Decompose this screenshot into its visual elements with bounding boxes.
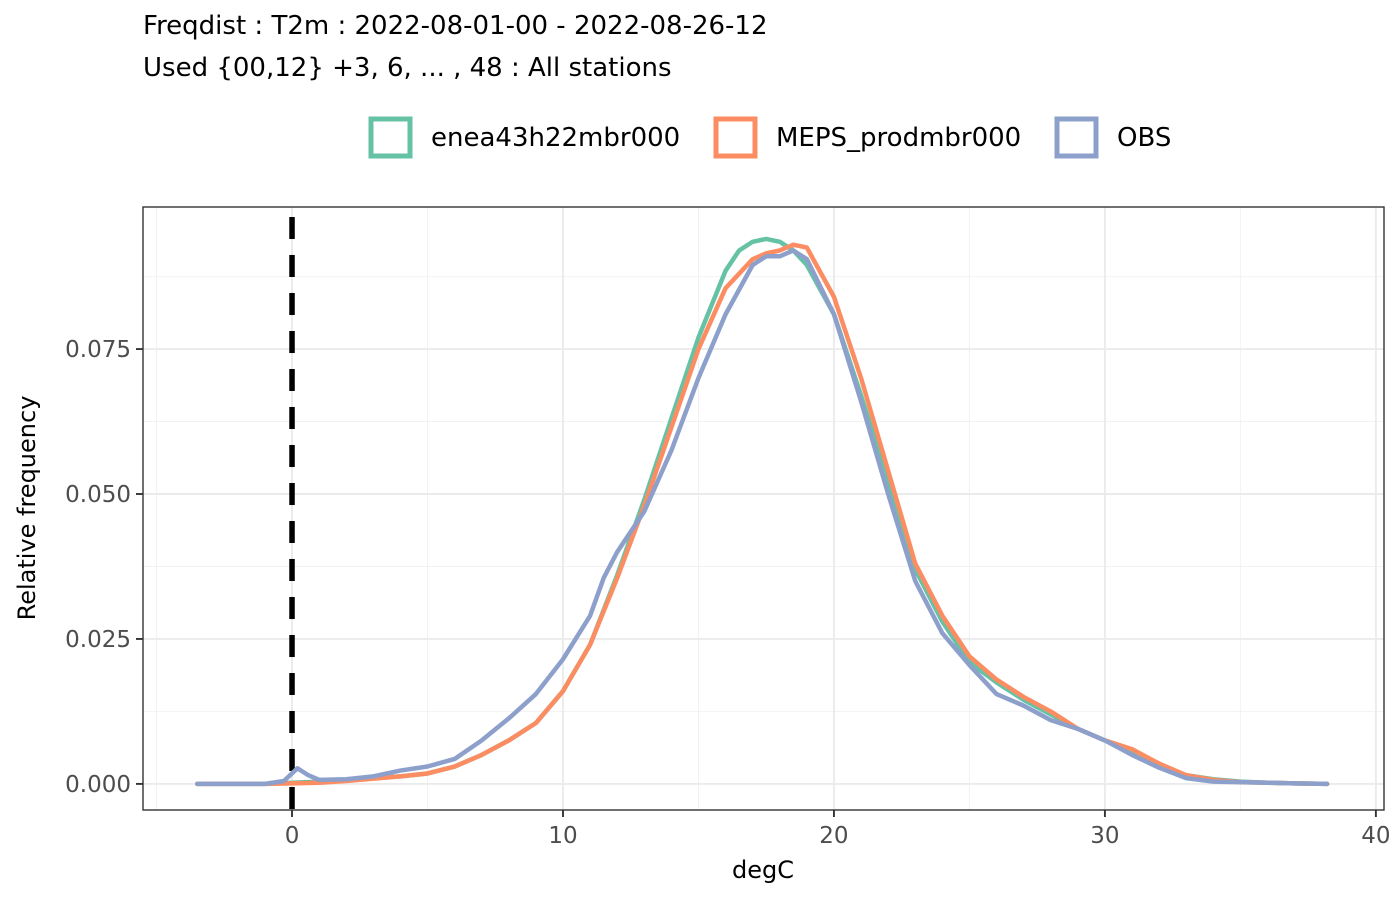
x-tick-label: 40 (1361, 823, 1390, 849)
chart-title: Freqdist : T2m : 2022-08-01-00 - 2022-08… (143, 11, 768, 41)
y-axis-label: Relative frequency (13, 396, 41, 621)
legend-item-2: OBS (1054, 116, 1171, 159)
series-layer (194, 236, 1330, 787)
legend-label: enea43h22mbr000 (431, 123, 680, 153)
legend-key (713, 116, 758, 159)
x-tick-label: 10 (548, 823, 577, 849)
series-line-0 (194, 236, 1330, 787)
legend-key (368, 116, 413, 159)
x-tick-label: 20 (819, 823, 848, 849)
plot-panel-border (142, 206, 1385, 811)
y-tick-label: 0.075 (65, 337, 131, 363)
y-tick-label: 0.050 (65, 482, 131, 508)
legend-item-0: enea43h22mbr000 (368, 116, 680, 159)
y-tick-label: 0.000 (65, 772, 131, 798)
x-tick-label: 30 (1090, 823, 1119, 849)
series-line-2 (194, 248, 1330, 787)
series-line-1 (194, 242, 1330, 787)
legend-label: OBS (1117, 123, 1171, 153)
x-tick-label: 0 (285, 823, 300, 849)
legend: enea43h22mbr000 MEPS_prodmbr000 OBS (368, 116, 1171, 159)
axis-ticks: 0 10 20 30 40 0.000 0.025 0.050 0.075 (65, 337, 1390, 849)
grid (143, 207, 1384, 810)
legend-key (1054, 116, 1099, 159)
legend-item-1: MEPS_prodmbr000 (713, 116, 1021, 159)
legend-label: MEPS_prodmbr000 (776, 123, 1021, 153)
y-tick-label: 0.025 (65, 627, 131, 653)
x-axis-label: degC (732, 856, 794, 884)
chart-subtitle: Used {00,12} +3, 6, ... , 48 : All stati… (143, 53, 672, 83)
